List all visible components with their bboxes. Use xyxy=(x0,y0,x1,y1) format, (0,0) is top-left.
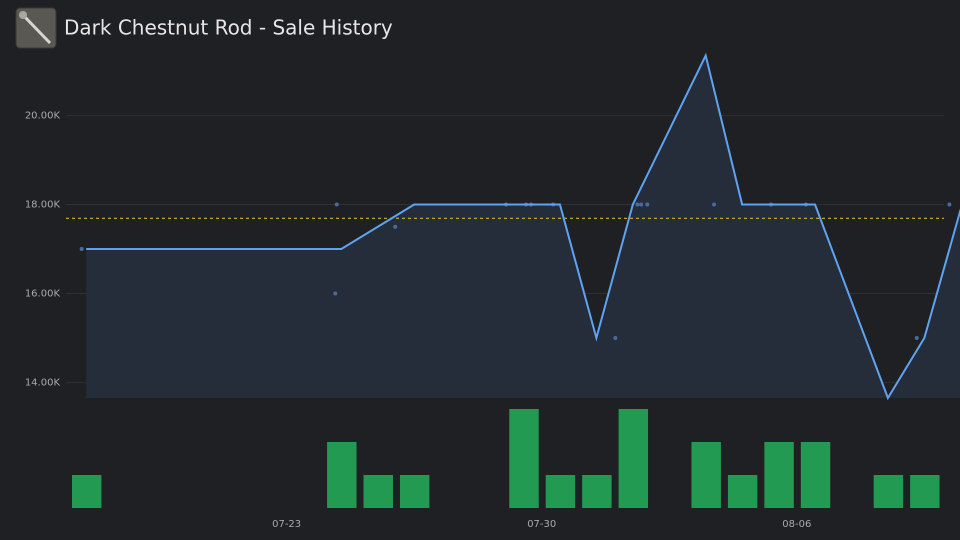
volume-bar xyxy=(509,409,539,508)
price-area xyxy=(86,55,960,398)
sale-point xyxy=(712,202,717,207)
icon-head xyxy=(19,11,27,19)
sale-point xyxy=(639,202,644,207)
volume-bar xyxy=(545,475,576,508)
chart-title: Dark Chestnut Rod - Sale History xyxy=(64,16,393,40)
sale-point xyxy=(613,335,618,340)
sale-point xyxy=(645,202,650,207)
volume-bar xyxy=(618,409,649,508)
sale-point xyxy=(947,202,952,207)
volume-bar xyxy=(399,475,430,508)
x-tick-label: 08-06 xyxy=(782,519,811,530)
icon-rod xyxy=(20,12,52,45)
volume-bar xyxy=(582,475,612,508)
sale-point xyxy=(79,247,84,252)
sale-point xyxy=(334,202,339,207)
volume-bar xyxy=(800,442,831,508)
volume-bar xyxy=(764,442,794,508)
y-tick-label: 18.00K xyxy=(25,200,61,211)
y-tick-label: 20.00K xyxy=(25,111,61,122)
x-tick-label: 07-23 xyxy=(272,519,301,530)
y-tick-label: 14.00K xyxy=(25,377,61,388)
sale-point xyxy=(393,224,398,229)
y-tick-label: 16.00K xyxy=(25,288,61,299)
sale-point xyxy=(914,335,919,340)
item-icon xyxy=(15,7,57,49)
volume-bar xyxy=(691,442,721,508)
volume-bar xyxy=(363,475,393,508)
volume-bar xyxy=(910,475,940,508)
volume-bar xyxy=(727,475,758,508)
volume-bar xyxy=(327,442,357,508)
price-line xyxy=(86,52,960,401)
sale-point xyxy=(333,291,338,296)
volume-bar xyxy=(72,475,102,508)
x-tick-label: 07-30 xyxy=(527,519,556,530)
sale-point xyxy=(635,202,640,207)
volume-bar xyxy=(873,475,904,508)
